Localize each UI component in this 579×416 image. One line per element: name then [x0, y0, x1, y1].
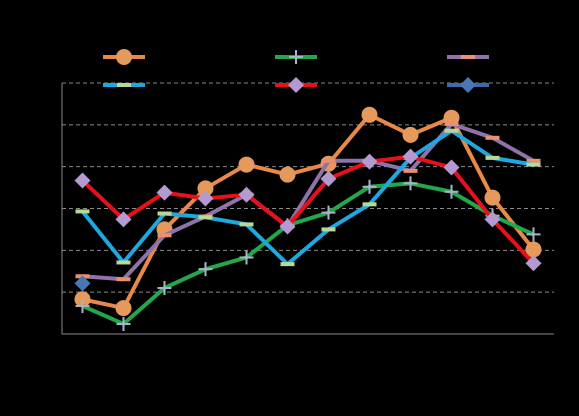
data-point — [116, 277, 131, 282]
y-tick-label: 2 — [47, 243, 54, 257]
legend-marker — [461, 55, 475, 59]
data-point — [444, 184, 459, 199]
data-point — [156, 184, 173, 201]
data-point — [484, 211, 501, 228]
data-point — [443, 109, 460, 126]
y-tick-label: 4 — [47, 159, 54, 173]
data-point — [444, 128, 459, 133]
series-line — [82, 121, 535, 282]
data-point — [198, 262, 213, 277]
data-point — [75, 209, 90, 214]
data-point — [115, 211, 132, 228]
data-point — [279, 166, 296, 183]
data-point — [238, 156, 255, 173]
data-point — [157, 233, 172, 238]
series-line — [80, 128, 534, 267]
data-point — [197, 190, 214, 207]
data-point — [321, 158, 336, 163]
data-point — [485, 155, 500, 160]
data-point — [526, 158, 541, 163]
legend-marker — [289, 50, 303, 64]
data-point — [403, 168, 418, 173]
data-point — [444, 121, 459, 126]
data-point — [279, 218, 296, 235]
data-point — [115, 300, 132, 317]
data-point — [74, 275, 91, 292]
legend-marker — [460, 77, 476, 93]
data-point — [116, 260, 131, 265]
data-point — [525, 241, 542, 258]
data-point — [321, 205, 336, 220]
data-point — [239, 222, 254, 227]
data-point — [75, 298, 90, 313]
data-point — [402, 126, 419, 143]
data-point — [320, 170, 337, 187]
data-point — [238, 186, 255, 203]
data-point — [239, 250, 254, 265]
data-point — [402, 148, 419, 165]
data-point — [526, 227, 541, 242]
y-tick-label: 0 — [47, 326, 54, 340]
y-tick-label: 6 — [47, 75, 54, 89]
data-point — [403, 176, 418, 191]
data-point — [485, 135, 500, 140]
legend-marker — [288, 77, 304, 93]
data-point — [198, 215, 213, 220]
data-point — [484, 189, 501, 206]
legend-marker — [117, 83, 131, 87]
data-point — [362, 202, 377, 207]
y-tick-label: 3 — [47, 201, 54, 215]
series-line — [81, 154, 535, 265]
data-point — [157, 211, 172, 216]
data-point — [116, 316, 131, 331]
data-point — [362, 179, 377, 194]
data-point — [74, 172, 91, 189]
data-point — [443, 159, 460, 176]
data-point — [321, 227, 336, 232]
data-point — [157, 280, 172, 295]
y-tick-label: 5 — [47, 117, 54, 131]
y-tick-label: 1 — [47, 284, 54, 298]
data-point — [361, 106, 378, 123]
data-point — [361, 153, 378, 170]
data-point — [526, 162, 541, 167]
data-point — [280, 262, 295, 267]
series-line — [81, 181, 535, 326]
data-point — [525, 255, 542, 272]
legend-marker — [116, 49, 132, 65]
data-point — [197, 180, 214, 197]
